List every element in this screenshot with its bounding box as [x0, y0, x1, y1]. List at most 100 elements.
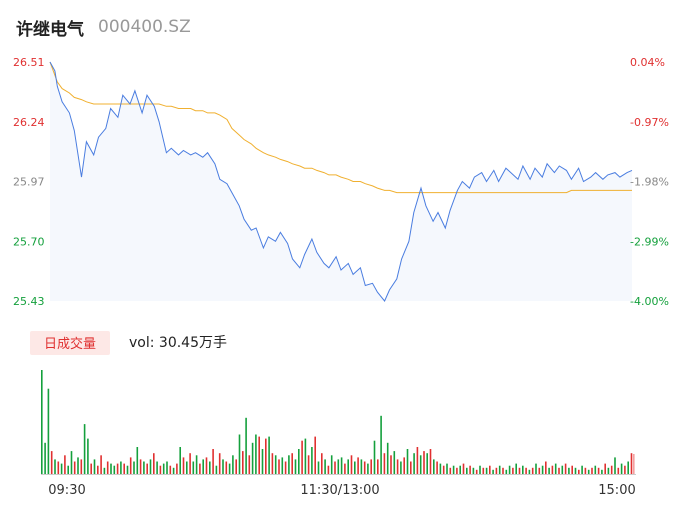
volume-bar — [423, 451, 425, 474]
volume-bar — [479, 465, 481, 474]
volume-bar — [515, 463, 517, 474]
volume-bar — [321, 453, 323, 474]
volume-bar — [123, 463, 125, 474]
volume-bar — [442, 465, 445, 474]
volume-bar — [228, 463, 231, 474]
volume-bar — [189, 453, 191, 474]
volume-bar — [222, 459, 224, 474]
volume-bar — [406, 449, 409, 474]
volume-bar — [627, 461, 629, 474]
volume-bar — [462, 463, 465, 474]
x-tick-label: 09:30 — [48, 483, 85, 498]
volume-bar — [255, 434, 257, 474]
volume-bar — [133, 461, 135, 474]
volume-bar — [334, 461, 336, 474]
volume-bar — [288, 455, 290, 474]
volume-bar — [116, 463, 119, 474]
volume-bar — [601, 469, 603, 474]
volume-bar — [367, 463, 369, 474]
volume-bar — [396, 459, 399, 474]
volume-bar — [344, 463, 346, 474]
volume-bar — [311, 447, 313, 474]
volume-bar — [545, 461, 547, 474]
volume-bar — [80, 459, 83, 474]
volume-bar — [574, 467, 577, 474]
volume-bar — [607, 467, 610, 474]
volume-bar — [512, 467, 514, 474]
volume-bar — [419, 455, 422, 474]
volume-bar — [159, 465, 162, 474]
y-tick-left: 25.97 — [13, 176, 45, 189]
stock-header: 许继电气 000400.SZ — [16, 14, 191, 40]
volume-bar — [100, 455, 102, 474]
volume-bar — [215, 465, 218, 474]
volume-bar — [610, 465, 613, 474]
y-tick-left: 26.51 — [13, 56, 45, 69]
volume-bar — [439, 463, 442, 474]
volume-bar — [195, 455, 198, 474]
y-tick-right: -2.99% — [630, 235, 669, 248]
volume-bar — [225, 461, 228, 474]
volume-bar — [551, 465, 554, 474]
volume-bar — [202, 459, 204, 474]
volume-bar — [459, 465, 461, 474]
volume-bar — [314, 436, 316, 474]
volume-bar — [103, 467, 106, 474]
volume-bar — [172, 467, 175, 474]
volume-bar — [433, 459, 435, 474]
volume-bar — [354, 461, 356, 474]
volume-bar — [301, 440, 303, 474]
volume-bar — [57, 461, 60, 474]
volume-bar — [475, 469, 478, 474]
volume-bar — [106, 461, 109, 474]
volume-bar — [383, 453, 386, 474]
volume-bar — [541, 465, 544, 474]
volume-bar — [176, 463, 178, 474]
y-tick-left: 25.43 — [13, 295, 45, 308]
volume-bar — [251, 442, 254, 474]
volume-bar — [238, 434, 241, 474]
volume-bar — [538, 467, 541, 474]
volume-bar — [449, 467, 452, 474]
y-axis-left: 26.51 26.24 25.97 25.70 25.43 — [13, 56, 45, 308]
y-tick-left: 25.70 — [13, 235, 45, 248]
volume-bar — [429, 449, 432, 474]
volume-bar — [54, 459, 56, 474]
volume-badge[interactable]: 日成交量 — [44, 336, 96, 352]
price-area-fill — [50, 62, 632, 301]
volume-bar — [410, 461, 412, 474]
volume-bar — [232, 455, 234, 474]
volume-bar — [169, 465, 172, 474]
volume-badge-background — [30, 331, 110, 355]
volume-bar — [452, 465, 455, 474]
volume-bar — [571, 465, 573, 474]
volume-bar — [413, 453, 415, 474]
volume-bar — [617, 467, 620, 474]
volume-bar — [278, 459, 280, 474]
volume-bar — [597, 467, 600, 474]
volume-bar — [446, 463, 448, 474]
volume-bar — [472, 467, 475, 474]
volume-bar — [630, 453, 633, 474]
volume-bar — [604, 463, 606, 474]
volume-bar — [129, 457, 132, 474]
volume-bar — [307, 455, 310, 474]
volume-bar — [518, 467, 521, 474]
volume-bar — [508, 465, 511, 474]
volume-bar — [370, 459, 372, 474]
volume-bar — [245, 417, 247, 474]
volume-bar — [633, 454, 635, 474]
volume-bar — [377, 459, 379, 474]
x-tick-label: 11:30/13:00 — [300, 483, 379, 498]
volume-bar — [578, 469, 580, 474]
volume-bar — [242, 451, 244, 474]
volume-bar — [591, 467, 593, 474]
x-tick-label: 15:00 — [598, 483, 635, 498]
stock-code: 000400.SZ — [98, 17, 191, 37]
volume-bar — [554, 463, 557, 474]
volume-bar — [400, 461, 402, 474]
volume-bar — [284, 461, 287, 474]
volume-bar — [153, 453, 155, 474]
time-axis: 09:30 11:30/13:00 15:00 — [41, 474, 636, 498]
